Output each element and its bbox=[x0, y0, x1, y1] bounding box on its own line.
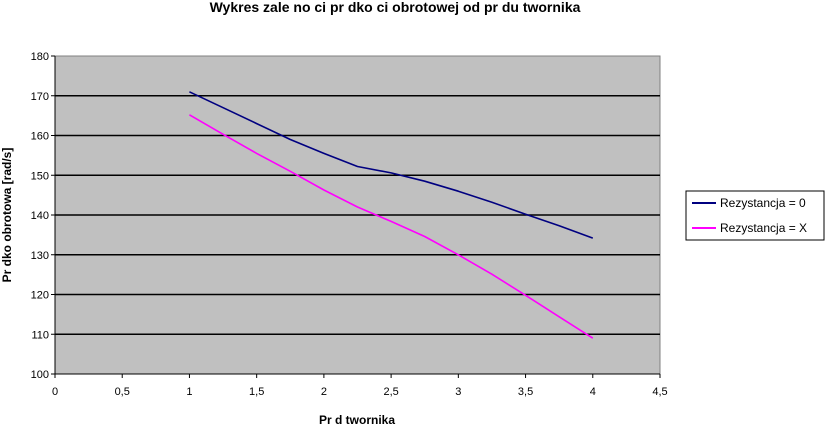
x-tick-label: 2 bbox=[321, 386, 327, 398]
y-tick-label: 100 bbox=[31, 369, 49, 381]
x-tick-label: 1 bbox=[186, 386, 192, 398]
x-tick-label: 3,5 bbox=[518, 386, 533, 398]
y-tick-label: 110 bbox=[31, 329, 49, 341]
x-tick-label: 3 bbox=[455, 386, 461, 398]
legend-box bbox=[685, 190, 825, 241]
y-tick-label: 120 bbox=[31, 290, 49, 302]
series-line-rezystancja-0 bbox=[189, 91, 594, 239]
x-tick-label: 4 bbox=[590, 386, 596, 398]
y-tick-label: 180 bbox=[31, 51, 49, 63]
y-tick-label: 150 bbox=[31, 170, 49, 182]
axes bbox=[51, 55, 661, 378]
tick-labels: 100 110 120 130 140 150 160 170 180 0 0,5 1 1,5 2 2,5 3… bbox=[31, 51, 668, 398]
series-line-rezystancja-x bbox=[188, 114, 594, 339]
x-tick-label: 1,5 bbox=[249, 386, 264, 398]
y-tick-label: 160 bbox=[31, 131, 49, 143]
y-tick-label: 170 bbox=[31, 91, 49, 103]
y-axis-title: Pr dko obrotowa [rad/s] bbox=[0, 148, 14, 283]
x-tick-label: 0,5 bbox=[115, 386, 130, 398]
x-tick-label: 0 bbox=[52, 386, 58, 398]
legend-label-rezystancja-0: Rezystancja = 0 bbox=[720, 196, 806, 210]
grid-lines bbox=[55, 95, 660, 335]
x-axis-title: Pr d twornika bbox=[319, 413, 395, 427]
y-tick-label: 140 bbox=[31, 210, 49, 222]
legend: Rezystancja = 0 Rezystancja = X bbox=[685, 190, 825, 241]
x-tick-label: 2,5 bbox=[383, 386, 398, 398]
legend-label-rezystancja-x: Rezystancja = X bbox=[720, 221, 807, 235]
chart-title: Wykres zale no ci pr dko ci obrotowej od… bbox=[210, 0, 581, 15]
y-tick-label: 130 bbox=[31, 250, 49, 262]
series-lines bbox=[188, 91, 594, 339]
x-tick-label: 4,5 bbox=[652, 386, 667, 398]
